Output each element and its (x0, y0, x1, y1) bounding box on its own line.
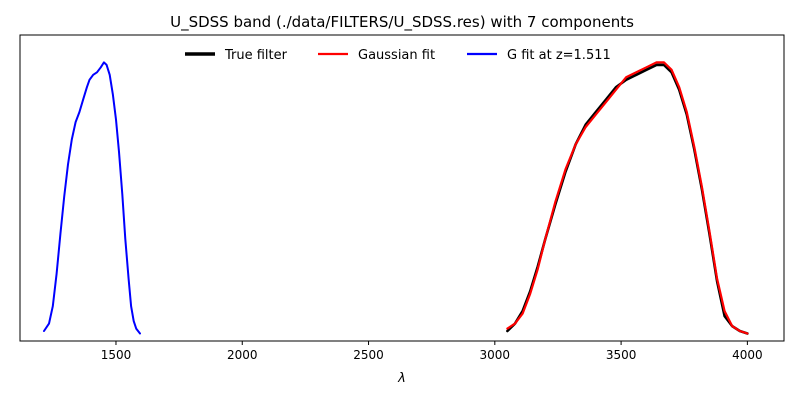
x-tick-label: 2000 (227, 348, 258, 362)
series-line-3 (43, 61, 141, 335)
x-tick-label: 4000 (732, 348, 763, 362)
x-tick-label: 3000 (480, 348, 511, 362)
x-axis: 1500 2000 2500 3000 3500 4000 (101, 341, 763, 362)
legend-label: True filter (224, 48, 288, 63)
x-tick-label: 2500 (353, 348, 384, 362)
chart-title: U_SDSS band (./data/FILTERS/U_SDSS.res) … (170, 13, 634, 32)
x-tick-label: 1500 (101, 348, 132, 362)
legend-label: G fit at z=1.511 (507, 48, 611, 63)
series-layer (43, 61, 749, 335)
plot-area-frame (19, 34, 785, 342)
legend-label: Gaussian fit (358, 48, 435, 63)
legend: True filter Gaussian fit G fit at z=1.511 (185, 48, 611, 63)
x-tick-label: 3500 (606, 348, 637, 362)
series-line-1 (506, 63, 749, 335)
series-line-2 (506, 61, 749, 335)
x-axis-label: λ (397, 371, 406, 386)
